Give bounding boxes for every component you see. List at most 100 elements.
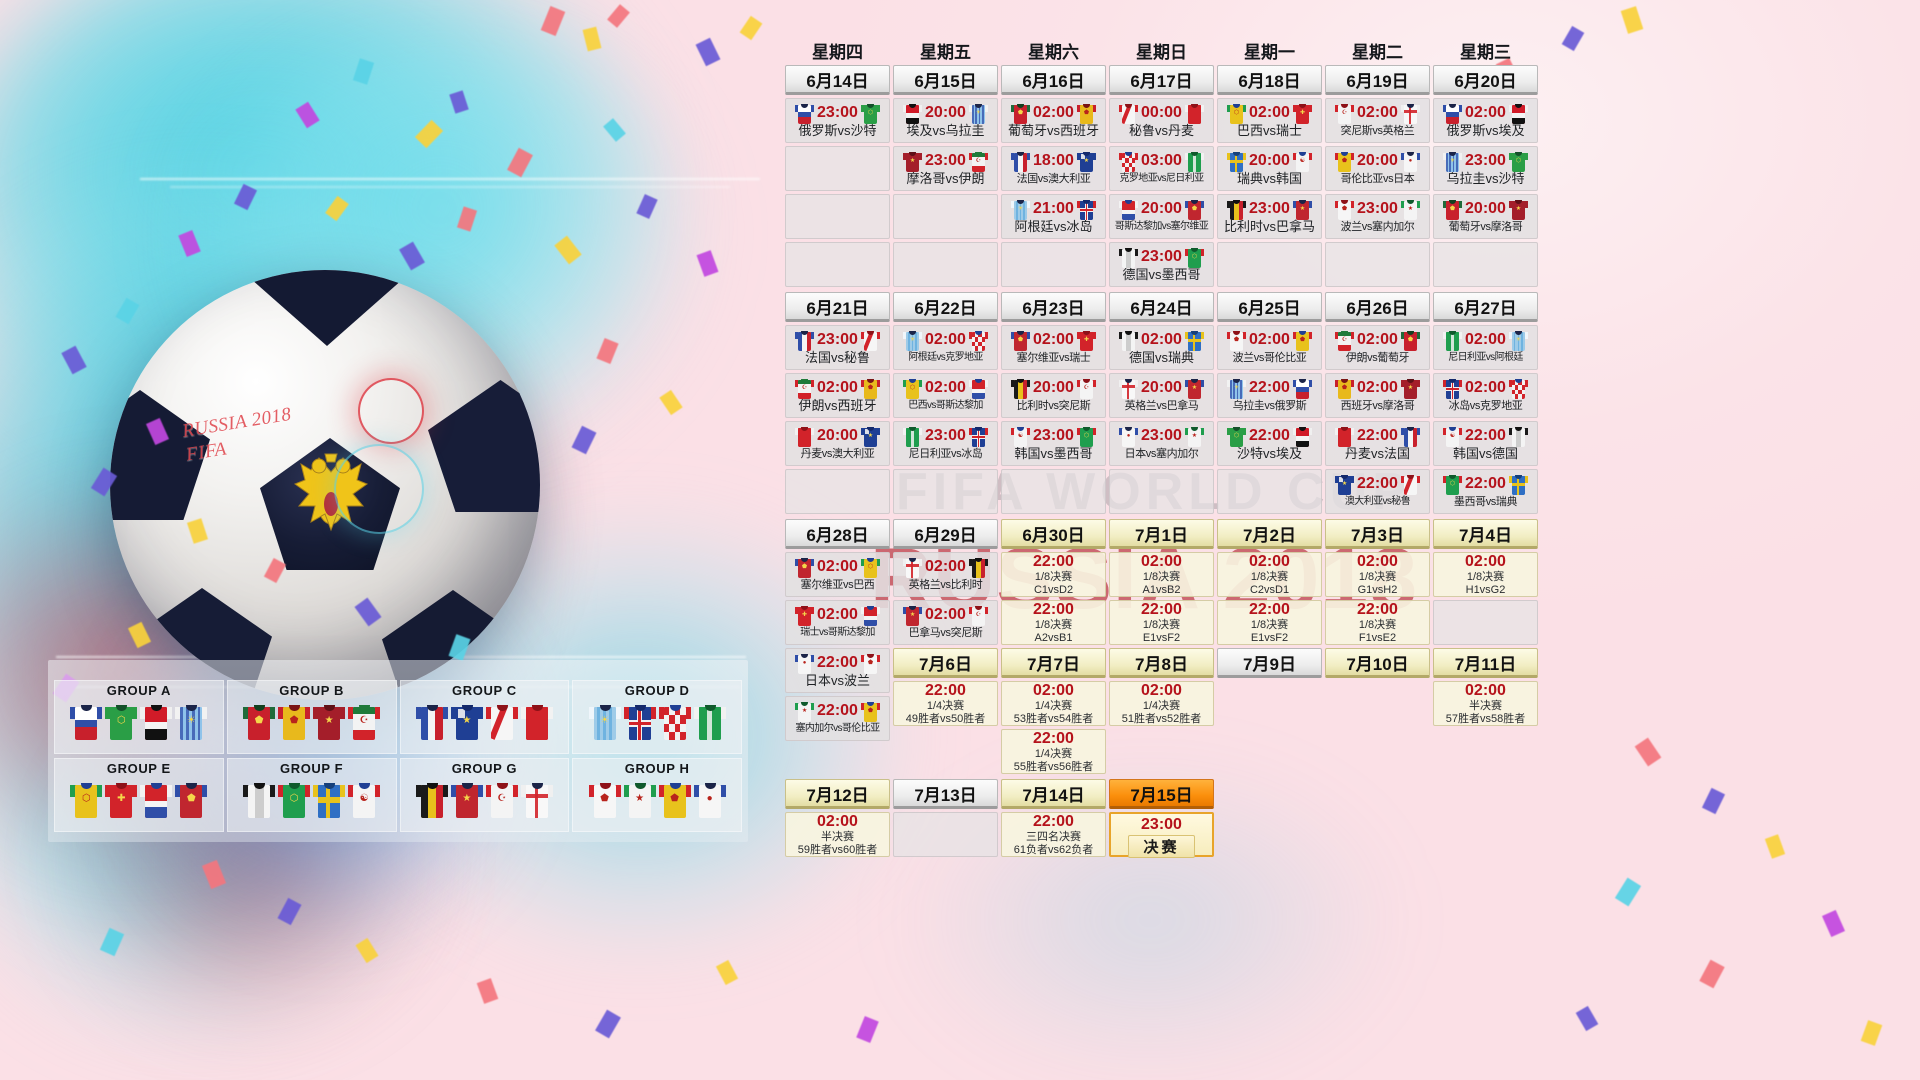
date-cell[interactable]: 6月26日: [1325, 292, 1430, 322]
match-cell[interactable]: ☀ 21:00 阿根廷vs冰岛: [1001, 194, 1106, 239]
date-cell[interactable]: 6月17日: [1109, 65, 1214, 95]
date-cell[interactable]: 6月28日: [785, 519, 890, 549]
date-cell[interactable]: 6月15日: [893, 65, 998, 95]
date-cell[interactable]: 6月23日: [1001, 292, 1106, 322]
match-cell[interactable]: 02:00 德国vs瑞典: [1109, 325, 1214, 370]
match-cell[interactable]: ⬟ 20:00 ● 哥伦比亚vs日本: [1325, 146, 1430, 191]
match-cell[interactable]: 20:00 ⬟ 哥斯达黎加vs塞尔维亚: [1109, 194, 1214, 239]
date-cell[interactable]: 7月2日: [1217, 519, 1322, 549]
match-cell[interactable]: ✚ 02:00 瑞士vs哥斯达黎加: [785, 600, 890, 645]
knockout-match-cell[interactable]: 02:00 1/8决赛 A1vsB2: [1109, 552, 1214, 597]
date-cell[interactable]: 6月22日: [893, 292, 998, 322]
match-cell[interactable]: 23:00 ⬡ 德国vs墨西哥: [1109, 242, 1214, 287]
final-match-cell[interactable]: 23:00 决赛: [1109, 812, 1214, 858]
match-cell[interactable]: 02:00 ☀ 尼日利亚vs阿根廷: [1433, 325, 1538, 370]
date-cell[interactable]: 7月3日: [1325, 519, 1430, 549]
date-cell[interactable]: 6月30日: [1001, 519, 1106, 549]
match-cell[interactable]: ☯ 22:00 韩国vs德国: [1433, 421, 1538, 466]
match-cell[interactable]: ☀ 23:00 ⬡ 乌拉圭vs沙特: [1433, 146, 1538, 191]
match-cell[interactable]: 02:00 冰岛vs克罗地亚: [1433, 373, 1538, 418]
date-cell[interactable]: 6月29日: [893, 519, 998, 549]
group-box-group-c[interactable]: GROUP C ★: [399, 680, 570, 754]
match-cell[interactable]: ⬡ 22:00 沙特vs埃及: [1217, 421, 1322, 466]
match-cell[interactable]: 00:00 秘鲁vs丹麦: [1109, 98, 1214, 143]
match-cell[interactable]: 18:00 ★ 法国vs澳大利亚: [1001, 146, 1106, 191]
match-cell[interactable]: ★ 22:00 ⬟ 塞内加尔vs哥伦比亚: [785, 696, 890, 741]
date-cell[interactable]: 7月6日: [893, 648, 998, 678]
knockout-match-cell[interactable]: 22:00 1/8决赛 C1vsD2: [1001, 552, 1106, 597]
knockout-match-cell[interactable]: 02:00 1/4决赛 53胜者vs54胜者: [1001, 681, 1106, 726]
match-cell[interactable]: ⬡ 02:00 巴西vs哥斯达黎加: [893, 373, 998, 418]
knockout-match-cell[interactable]: 22:00 三四名决赛 61负者vs62负者: [1001, 812, 1106, 857]
match-cell[interactable]: ☪ 02:00 突尼斯vs英格兰: [1325, 98, 1430, 143]
match-cell[interactable]: ⬟ 23:00 ★ 波兰vs塞内加尔: [1325, 194, 1430, 239]
match-cell[interactable]: ☀ 02:00 阿根廷vs克罗地亚: [893, 325, 998, 370]
knockout-match-cell[interactable]: 02:00 1/8决赛 H1vsG2: [1433, 552, 1538, 597]
knockout-match-cell[interactable]: 22:00 1/8决赛 F1vsE2: [1325, 600, 1430, 645]
match-cell[interactable]: ⬡ 22:00 墨西哥vs瑞典: [1433, 469, 1538, 514]
date-cell[interactable]: 7月14日: [1001, 779, 1106, 809]
match-cell[interactable]: 03:00 克罗地亚vs尼日利亚: [1109, 146, 1214, 191]
match-cell[interactable]: ⬟ 02:00 ⬟ 波兰vs哥伦比亚: [1217, 325, 1322, 370]
knockout-match-cell[interactable]: 02:00 半决赛 59胜者vs60胜者: [785, 812, 890, 857]
match-cell[interactable]: ☯ 23:00 ⬡ 韩国vs墨西哥: [1001, 421, 1106, 466]
group-box-group-a[interactable]: GROUP A ⬡ ☀: [54, 680, 224, 754]
match-cell[interactable]: ☪ 02:00 ⬟ 伊朗vs葡萄牙: [1325, 325, 1430, 370]
date-cell[interactable]: 7月1日: [1109, 519, 1214, 549]
match-cell[interactable]: 02:00 英格兰vs比利时: [893, 552, 998, 597]
date-cell[interactable]: 7月8日: [1109, 648, 1214, 678]
match-cell[interactable]: ★ 23:00 ☪ 摩洛哥vs伊朗: [893, 146, 998, 191]
match-cell[interactable]: 23:00 ⬡ 俄罗斯vs沙特: [785, 98, 890, 143]
date-cell[interactable]: 7月11日: [1433, 648, 1538, 678]
knockout-match-cell[interactable]: 22:00 1/8决赛 A2vsB1: [1001, 600, 1106, 645]
date-cell[interactable]: 6月25日: [1217, 292, 1322, 322]
match-cell[interactable]: ● 23:00 ★ 日本vs塞内加尔: [1109, 421, 1214, 466]
date-cell[interactable]: 7月9日: [1217, 648, 1322, 678]
date-cell[interactable]: 6月14日: [785, 65, 890, 95]
match-cell[interactable]: 22:00 丹麦vs法国: [1325, 421, 1430, 466]
knockout-match-cell[interactable]: 22:00 1/8决赛 E1vsF2: [1109, 600, 1214, 645]
match-cell[interactable]: ⬟ 02:00 ⬟ 葡萄牙vs西班牙: [1001, 98, 1106, 143]
group-box-group-b[interactable]: GROUP B ⬟ ⬟ ★ ☪: [226, 680, 397, 754]
match-cell[interactable]: ★ 02:00 ☪ 巴拿马vs突尼斯: [893, 600, 998, 645]
match-cell[interactable]: 20:00 ★ 英格兰vs巴拿马: [1109, 373, 1214, 418]
date-cell[interactable]: 6月27日: [1433, 292, 1538, 322]
knockout-match-cell[interactable]: 02:00 1/8决赛 C2vsD1: [1217, 552, 1322, 597]
knockout-match-cell[interactable]: 22:00 1/4决赛 55胜者vs56胜者: [1001, 729, 1106, 774]
match-cell[interactable]: ☪ 02:00 ⬟ 伊朗vs西班牙: [785, 373, 890, 418]
date-cell[interactable]: 7月7日: [1001, 648, 1106, 678]
date-cell[interactable]: 7月4日: [1433, 519, 1538, 549]
knockout-match-cell[interactable]: 02:00 1/4决赛 51胜者vs52胜者: [1109, 681, 1214, 726]
knockout-match-cell[interactable]: 22:00 1/8决赛 E1vsF2: [1217, 600, 1322, 645]
match-cell[interactable]: 23:00 尼日利亚vs冰岛: [893, 421, 998, 466]
date-cell[interactable]: 7月12日: [785, 779, 890, 809]
date-cell[interactable]: 7月15日: [1109, 779, 1214, 809]
date-cell[interactable]: 6月19日: [1325, 65, 1430, 95]
match-cell[interactable]: ☀ 22:00 乌拉圭vs俄罗斯: [1217, 373, 1322, 418]
match-cell[interactable]: ● 22:00 ⬟ 日本vs波兰: [785, 648, 890, 693]
group-box-group-h[interactable]: GROUP H ⬟ ★ ⬟ ●: [572, 758, 742, 832]
date-cell[interactable]: 7月10日: [1325, 648, 1430, 678]
date-cell[interactable]: 6月20日: [1433, 65, 1538, 95]
group-box-group-d[interactable]: GROUP D ☀: [572, 680, 742, 754]
match-cell[interactable]: 02:00 俄罗斯vs埃及: [1433, 98, 1538, 143]
match-cell[interactable]: 20:00 ★ 丹麦vs澳大利亚: [785, 421, 890, 466]
match-cell[interactable]: ⬟ 02:00 ★ 西班牙vs摩洛哥: [1325, 373, 1430, 418]
group-box-group-e[interactable]: GROUP E ⬡ ✚ ⬟: [54, 758, 224, 832]
match-cell[interactable]: ⬟ 02:00 ✚ 塞尔维亚vs瑞士: [1001, 325, 1106, 370]
date-cell[interactable]: 7月13日: [893, 779, 998, 809]
match-cell[interactable]: 23:00 ★ 比利时vs巴拿马: [1217, 194, 1322, 239]
match-cell[interactable]: 20:00 ☪ 比利时vs突尼斯: [1001, 373, 1106, 418]
match-cell[interactable]: ⬡ 02:00 ✚ 巴西vs瑞士: [1217, 98, 1322, 143]
date-cell[interactable]: 6月24日: [1109, 292, 1214, 322]
knockout-match-cell[interactable]: 02:00 半决赛 57胜者vs58胜者: [1433, 681, 1538, 726]
match-cell[interactable]: 20:00 ☀ 埃及vs乌拉圭: [893, 98, 998, 143]
match-cell[interactable]: ⬟ 20:00 ★ 葡萄牙vs摩洛哥: [1433, 194, 1538, 239]
match-cell[interactable]: ★ 22:00 澳大利亚vs秘鲁: [1325, 469, 1430, 514]
match-cell[interactable]: 20:00 ☯ 瑞典vs韩国: [1217, 146, 1322, 191]
knockout-match-cell[interactable]: 22:00 1/4决赛 49胜者vs50胜者: [893, 681, 998, 726]
date-cell[interactable]: 6月21日: [785, 292, 890, 322]
knockout-match-cell[interactable]: 02:00 1/8决赛 G1vsH2: [1325, 552, 1430, 597]
date-cell[interactable]: 6月18日: [1217, 65, 1322, 95]
match-cell[interactable]: ⬟ 02:00 ⬡ 塞尔维亚vs巴西: [785, 552, 890, 597]
